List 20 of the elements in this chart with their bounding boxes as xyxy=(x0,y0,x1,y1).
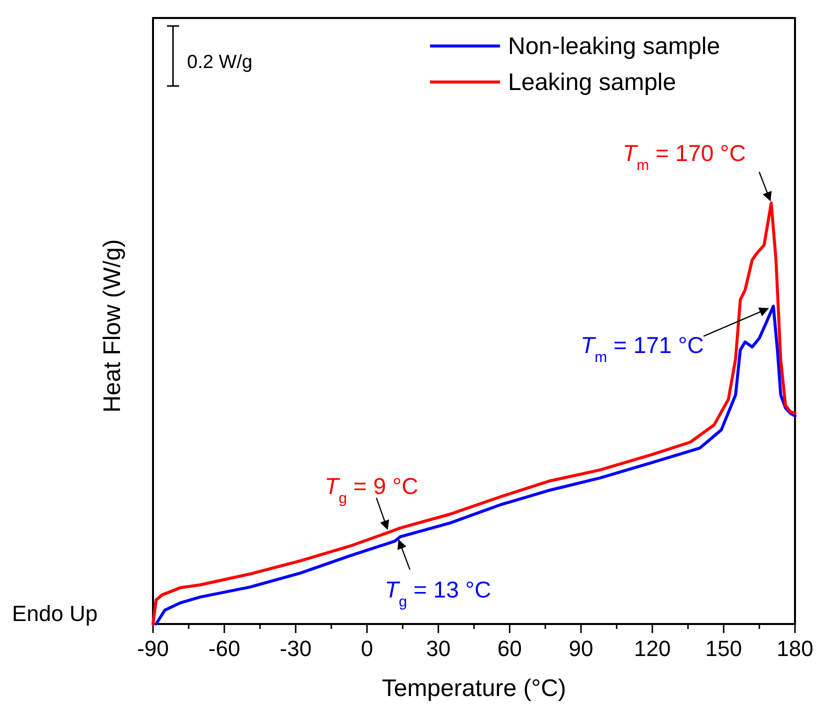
x-tick-label: -30 xyxy=(280,636,312,661)
x-tick-label: 180 xyxy=(776,636,814,661)
annotation: T$_{m}$ = 170 °C xyxy=(622,140,746,174)
legend-label: Leaking sample xyxy=(508,69,676,96)
text: 0.2 W/g xyxy=(187,52,252,73)
legend-label: Non-leaking sample xyxy=(508,33,720,60)
x-tick-label: 90 xyxy=(568,636,594,661)
x-tick-label: -60 xyxy=(208,636,240,661)
x-tick-label: 120 xyxy=(634,636,671,661)
x-tick-label: 30 xyxy=(426,636,451,661)
x-axis-title: Temperature (°C) xyxy=(382,675,566,702)
annotation: T$_{g}$ = 9 °C xyxy=(324,472,418,506)
x-tick-label: 0 xyxy=(360,636,374,661)
annotation: T$_{m}$ = 171 °C xyxy=(580,332,704,366)
x-tick-label: -90 xyxy=(137,636,169,661)
x-tick-label: 150 xyxy=(705,636,742,661)
x-tick-label: 60 xyxy=(497,636,522,661)
y-axis-title: Heat Flow (W/g) xyxy=(99,239,126,413)
annotation: T$_{g}$ = 13 °C xyxy=(384,576,492,610)
text: Endo Up xyxy=(12,601,98,626)
